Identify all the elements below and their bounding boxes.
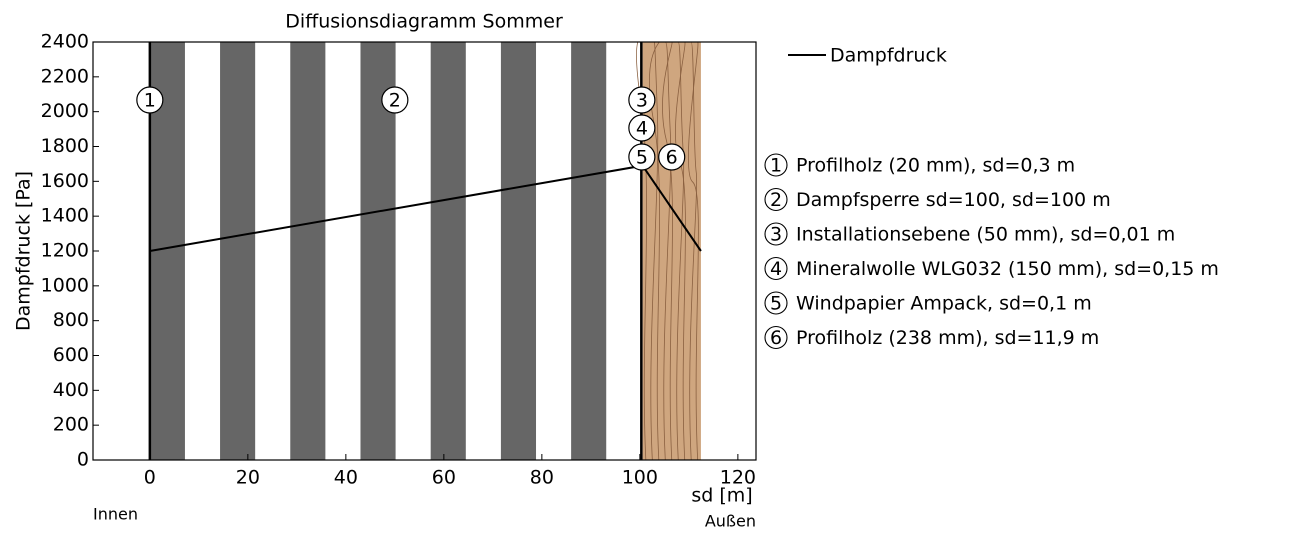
layer-stripe — [220, 42, 255, 460]
x-tick-label: 0 — [144, 467, 156, 489]
layer-legend-number: 5 — [770, 293, 782, 315]
y-tick-label: 800 — [53, 309, 89, 331]
layer-stripe — [571, 42, 606, 460]
y-tick-label: 1400 — [41, 205, 89, 227]
layer-legend-number: 3 — [770, 224, 782, 246]
layer-legend-label: Windpapier Ampack, sd=0,1 m — [796, 293, 1092, 315]
y-tick-label: 1600 — [41, 170, 89, 192]
y-tick-label: 600 — [53, 344, 89, 366]
y-tick-label: 2400 — [41, 31, 89, 53]
layer-legend-label: Installationsebene (50 mm), sd=0,01 m — [796, 224, 1175, 246]
y-tick-label: 1800 — [41, 135, 89, 157]
y-tick-label: 1200 — [41, 240, 89, 262]
layer-legend-number: 1 — [770, 155, 782, 177]
layer-stripe — [290, 42, 325, 460]
x-tick-label: 20 — [236, 467, 260, 489]
layer-legend-number: 2 — [770, 189, 782, 211]
x-tick-label: 120 — [720, 467, 756, 489]
x-tick-label: 80 — [530, 467, 554, 489]
y-tick-label: 2200 — [41, 65, 89, 87]
layer-legend-label: Profilholz (238 mm), sd=11,9 m — [796, 327, 1099, 349]
y-tick-label: 2000 — [41, 100, 89, 122]
layer-legend-number: 4 — [770, 258, 782, 280]
layer-marker-label: 6 — [666, 147, 678, 169]
annotation: Außen — [705, 512, 756, 531]
layer-stripe — [501, 42, 536, 460]
layer-legend-label: Mineralwolle WLG032 (150 mm), sd=0,15 m — [796, 258, 1219, 280]
layer-marker-label: 5 — [636, 147, 648, 169]
layer-stripe — [431, 42, 466, 460]
layer-marker-label: 4 — [636, 118, 648, 140]
layer-marker-label: 1 — [144, 90, 156, 112]
layer-legend-label: Profilholz (20 mm), sd=0,3 m — [796, 155, 1075, 177]
layer-marker-label: 2 — [389, 90, 401, 112]
legend-label: Dampfdruck — [830, 45, 947, 67]
layer — [150, 42, 606, 460]
x-tick-label: 60 — [432, 467, 456, 489]
plot-area — [150, 37, 701, 460]
y-tick-label: 200 — [53, 414, 89, 436]
layer-marker-label: 3 — [636, 90, 648, 112]
chart-title: Diffusionsdiagramm Sommer — [285, 11, 563, 33]
layer-legend-number: 6 — [770, 327, 782, 349]
x-tick-label: 100 — [622, 467, 658, 489]
y-tick-label: 0 — [77, 449, 89, 471]
annotation: Innen — [93, 505, 138, 524]
y-tick-label: 400 — [53, 379, 89, 401]
chart: Diffusionsdiagramm Sommer sd [m] Dampfdr… — [0, 0, 1306, 534]
x-tick-label: 40 — [334, 467, 358, 489]
y-axis-label: Dampfdruck [Pa] — [13, 171, 35, 331]
y-tick-label: 1000 — [41, 274, 89, 296]
layer-legend-label: Dampfsperre sd=100, sd=100 m — [796, 189, 1111, 211]
